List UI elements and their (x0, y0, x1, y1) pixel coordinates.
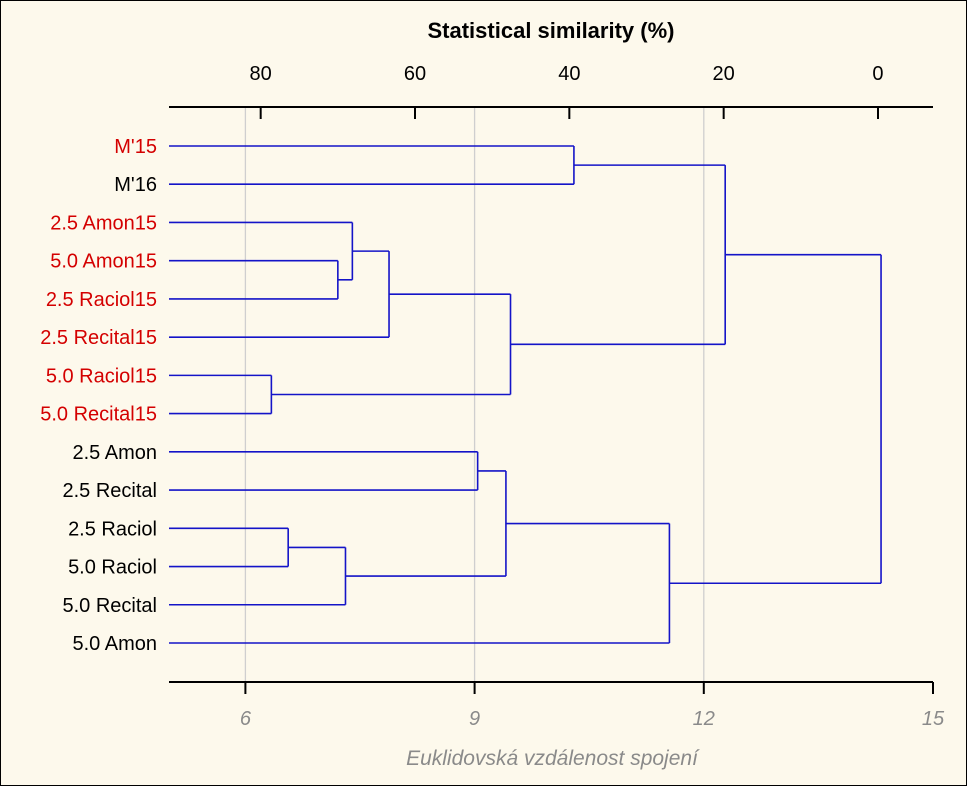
bottom-tick-label: 15 (922, 708, 945, 730)
leaf-label: M'15 (114, 136, 157, 158)
top-tick-label: 60 (404, 63, 426, 85)
bottom-tick-label: 12 (693, 708, 715, 730)
leaf-label: 2.5 Amon15 (50, 212, 157, 234)
leaf-label: 5.0 Raciol15 (46, 365, 157, 387)
leaf-label: 5.0 Amon15 (50, 251, 157, 273)
dendrogram-tree (169, 145, 882, 644)
leaf-label: 2.5 Recital15 (40, 327, 157, 349)
leaf-label: 5.0 Amon (72, 633, 157, 655)
leaf-label: M'16 (114, 174, 157, 196)
axes: 80 60 40 20 0 6 9 12 15 (169, 63, 945, 730)
bottom-tick-label: 9 (469, 708, 480, 730)
chart-title: Statistical similarity (%) (428, 18, 675, 43)
leaf-label: 2.5 Raciol (68, 518, 157, 540)
leaf-label: 5.0 Raciol (68, 557, 157, 579)
leaf-labels: M'15 M'16 2.5 Amon15 5.0 Amon15 2.5 Raciol15… (40, 136, 157, 655)
top-tick-label: 20 (713, 63, 735, 85)
top-tick-label: 40 (558, 63, 580, 85)
top-tick-label: 0 (872, 63, 883, 85)
leaf-label: 5.0 Recital (63, 595, 158, 617)
leaf-label: 2.5 Amon (72, 442, 157, 464)
leaf-label: 2.5 Raciol15 (46, 289, 157, 311)
leaf-label: 5.0 Recital15 (40, 404, 157, 426)
top-tick-label: 80 (250, 63, 272, 85)
leaf-label: 2.5 Recital (63, 480, 158, 502)
x-axis-label: Euklidovská vzdálenost spojení (406, 747, 700, 770)
bottom-tick-label: 6 (240, 708, 252, 730)
